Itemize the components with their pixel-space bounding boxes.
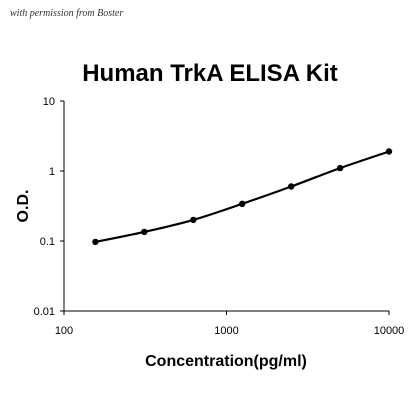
tick-layer: 0.01 0.1 1 10 100 1000 10000 bbox=[34, 96, 405, 337]
data-point bbox=[239, 200, 246, 207]
data-point bbox=[336, 164, 344, 172]
y-axis-title: O.D. bbox=[15, 190, 32, 223]
data-point bbox=[190, 216, 197, 224]
data-point bbox=[141, 228, 148, 236]
data-point bbox=[288, 183, 295, 190]
y-tick-label: 0.1 bbox=[40, 236, 55, 248]
watermark-text: with permission from Boster bbox=[10, 8, 124, 19]
data-point bbox=[385, 148, 393, 155]
x-axis-title: Concentration(pg/ml) bbox=[145, 353, 307, 370]
y-tick-label: 10 bbox=[43, 96, 55, 108]
series-line bbox=[95, 150, 390, 243]
x-tick-label: 1000 bbox=[214, 325, 238, 337]
data-point bbox=[92, 238, 99, 246]
y-tick-label: 0.01 bbox=[34, 306, 55, 318]
data-points bbox=[92, 148, 393, 246]
x-tick-label: 100 bbox=[55, 325, 73, 337]
chart-title: Human TrkA ELISA Kit bbox=[82, 60, 338, 87]
x-tick-label: 10000 bbox=[374, 325, 405, 337]
y-tick-label: 1 bbox=[49, 166, 55, 178]
